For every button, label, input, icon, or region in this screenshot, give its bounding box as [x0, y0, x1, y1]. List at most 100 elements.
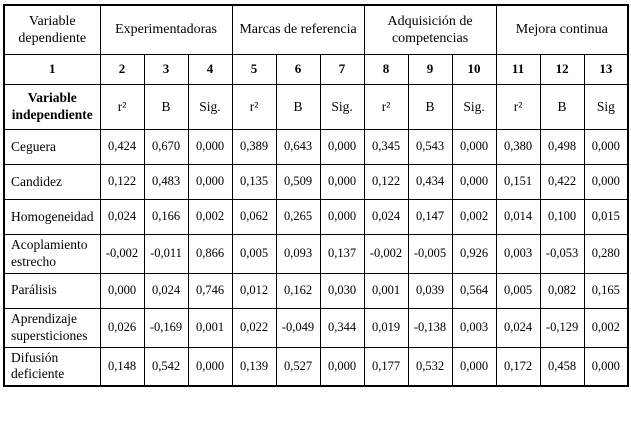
value-cell: -0,053 — [539, 234, 585, 274]
column-number-cell: 3 — [143, 54, 189, 85]
value-cell: 0,001 — [363, 272, 409, 309]
stat-header-cell: Sig. — [319, 84, 365, 130]
value-cell: 0,166 — [143, 199, 189, 235]
value-cell: 0,002 — [451, 199, 497, 235]
row-label: Acoplamiento estrecho — [3, 234, 101, 274]
value-cell: -0,169 — [143, 307, 189, 348]
group-header-experimentadoras: Experimentadoras — [99, 4, 233, 55]
value-cell: 0,062 — [231, 199, 277, 235]
row-label: Candidez — [3, 164, 101, 200]
value-cell: 0,122 — [363, 164, 409, 200]
value-cell: 0,012 — [231, 272, 277, 309]
value-cell: 0,082 — [539, 272, 585, 309]
value-cell: 0,151 — [495, 164, 541, 200]
value-cell: 0,172 — [495, 346, 541, 387]
value-cell: 0,458 — [539, 346, 585, 387]
column-number-cell: 2 — [99, 54, 145, 85]
value-cell: 0,026 — [99, 307, 145, 348]
value-cell: 0,670 — [143, 129, 189, 165]
value-cell: 0,483 — [143, 164, 189, 200]
value-cell: 0,345 — [363, 129, 409, 165]
value-cell: 0,003 — [495, 234, 541, 274]
value-cell: 0,003 — [451, 307, 497, 348]
value-cell: 0,147 — [407, 199, 453, 235]
column-number-cell: 4 — [187, 54, 233, 85]
independent-variable-header: Variable independiente — [3, 84, 101, 130]
row-label: Parálisis — [3, 272, 101, 309]
value-cell: 0,542 — [143, 346, 189, 387]
value-cell: 0,000 — [187, 129, 233, 165]
column-number-cell: 9 — [407, 54, 453, 85]
value-cell: -0,049 — [275, 307, 321, 348]
value-cell: 0,000 — [583, 129, 629, 165]
column-number-cell: 8 — [363, 54, 409, 85]
row-label: Ceguera — [3, 129, 101, 165]
value-cell: 0,509 — [275, 164, 321, 200]
value-cell: -0,011 — [143, 234, 189, 274]
value-cell: 0,424 — [99, 129, 145, 165]
value-cell: 0,002 — [187, 199, 233, 235]
value-cell: 0,000 — [583, 346, 629, 387]
value-cell: 0,280 — [583, 234, 629, 274]
value-cell: -0,002 — [363, 234, 409, 274]
stat-header-cell: Sig. — [187, 84, 233, 130]
dependent-variable-header: Variable dependiente — [3, 4, 101, 55]
column-number-cell: 7 — [319, 54, 365, 85]
value-cell: 0,000 — [319, 129, 365, 165]
stat-header-cell: Sig — [583, 84, 629, 130]
row-label: Difusión deficiente — [3, 346, 101, 387]
value-cell: 0,093 — [275, 234, 321, 274]
value-cell: 0,014 — [495, 199, 541, 235]
value-cell: 0,000 — [319, 346, 365, 387]
corner-number-cell: 1 — [3, 54, 101, 85]
column-number-cell: 12 — [539, 54, 585, 85]
group-header-adquisicion-de-competencias: Adquisición de competencias — [363, 4, 497, 55]
value-cell: 0,000 — [319, 164, 365, 200]
value-cell: -0,129 — [539, 307, 585, 348]
value-cell: 0,532 — [407, 346, 453, 387]
value-cell: 0,030 — [319, 272, 365, 309]
value-cell: 0,000 — [583, 164, 629, 200]
value-cell: 0,139 — [231, 346, 277, 387]
value-cell: 0,543 — [407, 129, 453, 165]
value-cell: 0,135 — [231, 164, 277, 200]
value-cell: 0,527 — [275, 346, 321, 387]
column-number-cell: 5 — [231, 54, 277, 85]
value-cell: -0,005 — [407, 234, 453, 274]
value-cell: 0,019 — [363, 307, 409, 348]
table-row: Parálisis 0,000 0,024 0,746 0,012 0,162 0,030 0… — [3, 272, 629, 309]
value-cell: 0,022 — [231, 307, 277, 348]
value-cell: -0,138 — [407, 307, 453, 348]
stat-header-cell: B — [407, 84, 453, 130]
value-cell: 0,434 — [407, 164, 453, 200]
value-cell: 0,000 — [187, 346, 233, 387]
value-cell: 0,002 — [583, 307, 629, 348]
stat-header-cell: r² — [495, 84, 541, 130]
value-cell: 0,024 — [99, 199, 145, 235]
value-cell: 0,643 — [275, 129, 321, 165]
table-row: Difusión deficiente 0,148 0,542 0,000 0,139 0… — [3, 346, 629, 387]
value-cell: 0,000 — [187, 164, 233, 200]
value-cell: 0,005 — [231, 234, 277, 274]
value-cell: 0,039 — [407, 272, 453, 309]
value-cell: 0,024 — [495, 307, 541, 348]
row-label: Aprendizaje supersticiones — [3, 307, 101, 348]
column-number-row: 1 2 3 4 5 6 7 8 9 10 11 12 13 — [3, 54, 629, 85]
stat-header-cell: r² — [99, 84, 145, 130]
column-number-cell: 13 — [583, 54, 629, 85]
row-label: Homogeneidad — [3, 199, 101, 235]
value-cell: 0,100 — [539, 199, 585, 235]
value-cell: 0,024 — [143, 272, 189, 309]
column-number-cell: 10 — [451, 54, 497, 85]
value-cell: 0,498 — [539, 129, 585, 165]
value-cell: 0,177 — [363, 346, 409, 387]
value-cell: 0,866 — [187, 234, 233, 274]
group-header-mejora-continua: Mejora continua — [495, 4, 629, 55]
value-cell: 0,015 — [583, 199, 629, 235]
value-cell: 0,001 — [187, 307, 233, 348]
stat-header-cell: B — [275, 84, 321, 130]
value-cell: 0,564 — [451, 272, 497, 309]
value-cell: -0,002 — [99, 234, 145, 274]
stat-header-cell: B — [143, 84, 189, 130]
